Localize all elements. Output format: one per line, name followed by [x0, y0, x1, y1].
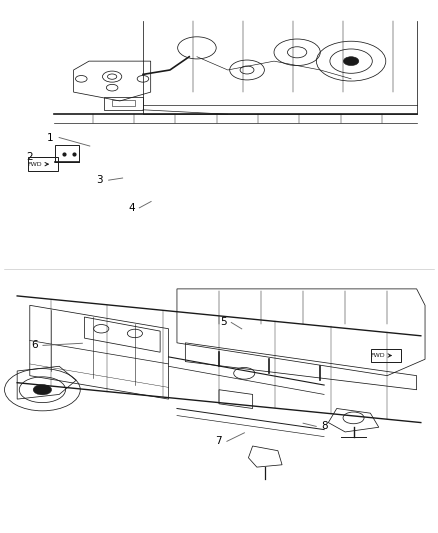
- Bar: [55, 145, 79, 162]
- Bar: [371, 349, 400, 362]
- Text: 6: 6: [31, 341, 38, 350]
- Text: 7: 7: [215, 437, 222, 446]
- Bar: [28, 157, 58, 171]
- Text: FWD: FWD: [28, 161, 42, 167]
- Text: 2: 2: [26, 152, 33, 161]
- Ellipse shape: [33, 385, 52, 395]
- Text: 4: 4: [128, 203, 135, 213]
- Text: 5: 5: [220, 318, 227, 327]
- Text: 3: 3: [96, 175, 103, 185]
- Text: 1: 1: [47, 133, 54, 142]
- Text: FWD: FWD: [371, 353, 385, 358]
- Text: 8: 8: [321, 422, 328, 431]
- Ellipse shape: [343, 56, 359, 66]
